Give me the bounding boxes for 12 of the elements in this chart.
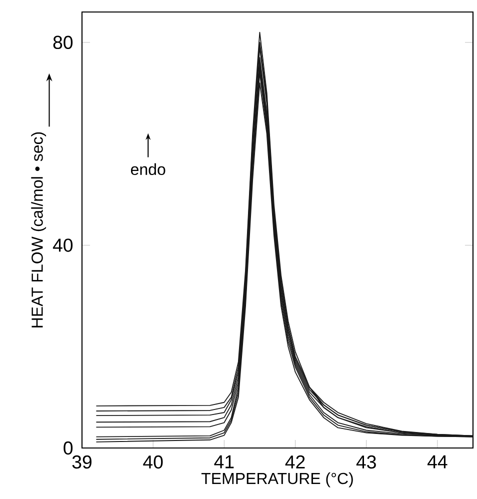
- x-tick-label: 40: [143, 455, 163, 469]
- y-axis-title: HEAT FLOW (cal/mol • sec): [31, 132, 46, 328]
- x-tick-label: 43: [356, 455, 376, 469]
- y-tick-label: 40: [52, 238, 73, 252]
- x-tick-label: 42: [285, 455, 305, 468]
- annotation: endo: [130, 163, 166, 176]
- x-tick-label: 41: [214, 455, 234, 468]
- x-tick-label: 44: [427, 455, 448, 468]
- y-tick-label: 0: [64, 441, 73, 455]
- x-axis-title: TEMPERATURE (°C): [201, 472, 353, 488]
- y-tick-label: 80: [53, 36, 73, 50]
- x-tick-label: 39: [72, 455, 92, 469]
